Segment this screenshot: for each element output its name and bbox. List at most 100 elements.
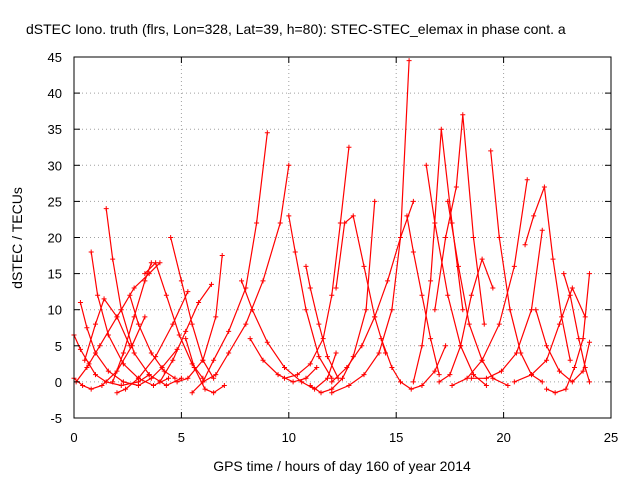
data-point [97,343,103,349]
data-point [445,292,451,298]
data-point [172,375,178,381]
y-tick-label: 5 [55,339,62,354]
data-point [567,292,573,298]
data-point [260,278,266,284]
data-point [329,379,335,385]
data-point [419,383,425,389]
data-point [569,379,575,385]
data-point [428,336,434,342]
data-point [468,292,474,298]
data-point [563,386,569,392]
y-tick-label: 0 [55,375,62,390]
data-point [471,235,477,240]
data-point [92,321,98,327]
data-point [307,383,313,389]
data-point [243,321,249,327]
data-point [333,285,339,291]
data-point [359,343,365,349]
data-point [294,372,300,378]
y-axis-title: dSTEC / TECUs [9,187,25,289]
data-point [286,213,292,219]
data-point [88,386,94,392]
y-tick-label: -5 [50,411,62,426]
data-point [556,368,562,374]
data-point [397,379,403,385]
data-series [307,198,378,396]
data-point [529,372,535,378]
data-series [183,336,227,396]
data-point [142,278,148,284]
data-point [468,375,474,381]
x-axis-title: GPS time / hours of day 160 of year 2014 [213,458,471,474]
data-point [196,299,202,305]
data-point [490,375,496,381]
series-line [434,114,485,325]
data-series [329,198,416,385]
data-point [189,321,195,327]
data-point [432,368,438,374]
data-point [410,379,416,385]
data-point [436,372,442,378]
series-line [546,273,591,394]
data-series [282,144,352,381]
data-point [249,307,255,313]
series-line [471,230,543,379]
data-point [219,253,225,259]
data-point [316,321,322,327]
data-point [183,328,189,334]
data-point [539,227,545,233]
data-point [363,307,369,313]
data-point [350,213,356,219]
series-line [73,334,150,387]
data-point [264,130,270,136]
data-point [406,58,412,64]
data-point [120,361,126,367]
data-point [449,383,455,389]
data-series [449,177,530,389]
data-point [488,148,494,154]
series-line [447,201,509,387]
data-point [587,339,593,345]
x-tick-label: 0 [70,430,77,445]
data-point [282,375,288,381]
series-line [116,291,189,394]
data-point [183,336,189,342]
data-point [82,357,88,363]
data-point [303,263,309,269]
data-point [376,350,382,356]
data-point [299,379,305,385]
data-point [292,249,298,255]
data-point [92,372,98,378]
data-point [561,271,567,277]
data-point [340,375,345,381]
data-point [176,332,182,338]
data-series [423,162,489,389]
data-point [123,386,129,392]
data-point [110,379,116,385]
data-point [303,375,309,381]
data-point [101,296,107,302]
data-point [314,364,320,370]
y-tick-label: 15 [48,267,62,282]
data-point [282,364,288,370]
data-point [211,357,217,363]
data-point [410,249,416,255]
data-point [213,372,219,378]
data-point [335,375,341,381]
data-point [329,292,335,298]
data-point [307,361,313,367]
data-point [303,307,309,313]
chart-title: dSTEC Iono. truth (flrs, Lon=328, Lat=39… [26,21,566,37]
data-point [114,314,120,320]
data-point [99,383,105,389]
data-point [290,379,296,385]
series-line [514,286,586,383]
data-point [544,343,550,349]
data-point [226,350,232,356]
data-point [479,357,485,363]
data-point [447,372,453,378]
data-point [131,350,137,356]
data-point [226,328,232,334]
